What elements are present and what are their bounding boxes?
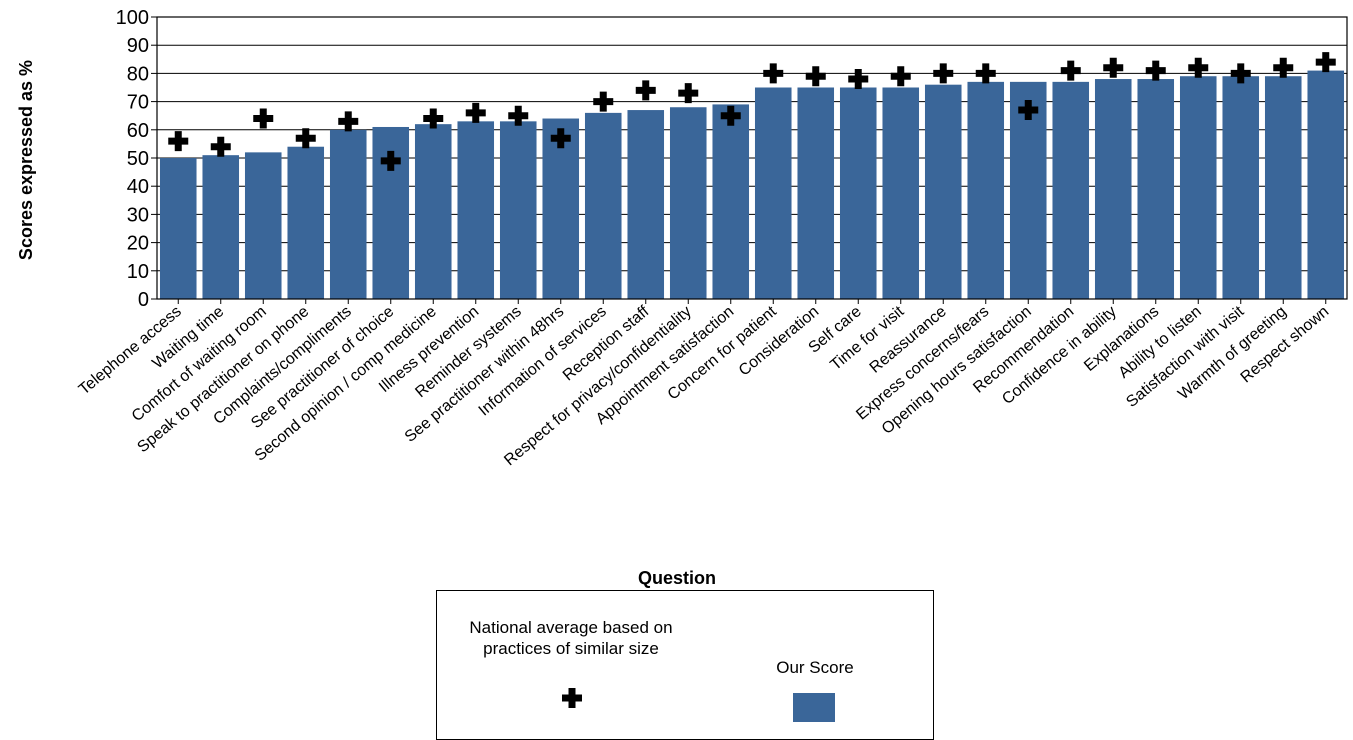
score-bar	[1264, 76, 1302, 299]
score-bar	[967, 81, 1005, 299]
national-average-marker	[508, 105, 529, 126]
score-bar	[1137, 79, 1175, 299]
score-bar	[1052, 81, 1090, 299]
national-average-marker	[550, 128, 571, 149]
y-tick-label: 100	[116, 7, 149, 29]
national-average-marker	[210, 136, 231, 157]
y-axis-title: Scores expressed as %	[16, 60, 36, 260]
y-tick-label: 30	[127, 204, 149, 226]
score-bar	[839, 87, 877, 299]
y-tick-label: 50	[127, 148, 149, 170]
score-bar	[882, 87, 920, 299]
national-average-marker	[465, 102, 486, 123]
y-tick-label: 10	[127, 261, 149, 283]
legend-score-label: Our Score	[776, 658, 854, 677]
score-bar	[287, 146, 325, 299]
national-average-marker	[763, 63, 784, 84]
national-average-marker	[338, 111, 359, 132]
national-average-marker	[1315, 52, 1336, 73]
national-average-marker	[1018, 100, 1039, 121]
score-bar	[542, 118, 580, 300]
national-average-marker	[168, 131, 189, 152]
score-bar	[202, 155, 240, 299]
plus-cross-icon	[562, 688, 582, 708]
national-average-marker	[1103, 57, 1124, 78]
score-bar	[499, 121, 537, 299]
national-average-marker	[975, 63, 996, 84]
score-bar	[669, 107, 707, 300]
score-bar	[457, 121, 495, 299]
y-tick-label: 70	[127, 92, 149, 114]
score-bar	[797, 87, 835, 299]
national-average-marker	[1273, 57, 1294, 78]
y-tick-label: 60	[127, 120, 149, 142]
score-bar	[244, 152, 282, 299]
score-bar	[924, 84, 962, 300]
national-average-marker	[253, 108, 274, 129]
score-bar	[329, 129, 367, 299]
national-average-marker	[848, 69, 869, 90]
score-bar	[1179, 76, 1217, 299]
y-tick-label: 0	[138, 289, 149, 311]
national-average-marker	[933, 63, 954, 84]
national-average-marker	[1145, 60, 1166, 81]
national-average-marker	[890, 66, 911, 87]
national-average-markers	[168, 52, 1336, 171]
national-average-marker	[295, 128, 316, 149]
y-tick-label: 20	[127, 233, 149, 255]
score-bar	[627, 110, 665, 299]
score-bar	[414, 124, 452, 299]
score-bar	[1222, 76, 1260, 299]
national-average-marker	[423, 108, 444, 129]
bars	[159, 70, 1345, 300]
national-average-marker	[678, 83, 699, 104]
national-average-marker	[1060, 60, 1081, 81]
x-axis-title: Question	[638, 568, 716, 588]
score-bar	[1094, 79, 1132, 299]
score-bar	[712, 104, 750, 299]
y-axis-ticks: 0 10 20 30 40 50 60 70 80 90 100	[116, 7, 157, 311]
legend-score-swatch	[793, 693, 835, 722]
score-bar	[159, 158, 197, 299]
score-bar	[584, 112, 622, 299]
national-average-marker	[635, 80, 656, 101]
national-average-marker	[805, 66, 826, 87]
legend: National average based on practices of s…	[436, 590, 934, 740]
national-average-marker	[1230, 63, 1251, 84]
y-tick-label: 40	[127, 176, 149, 198]
score-bar	[754, 87, 792, 299]
national-average-marker	[593, 91, 614, 112]
legend-national-label: National average based on practices of s…	[469, 618, 673, 658]
national-average-marker	[380, 150, 401, 171]
national-average-marker	[720, 105, 741, 126]
y-tick-label: 80	[127, 63, 149, 85]
y-tick-label: 90	[127, 35, 149, 57]
score-bar	[1307, 70, 1345, 299]
national-average-marker	[1188, 57, 1209, 78]
